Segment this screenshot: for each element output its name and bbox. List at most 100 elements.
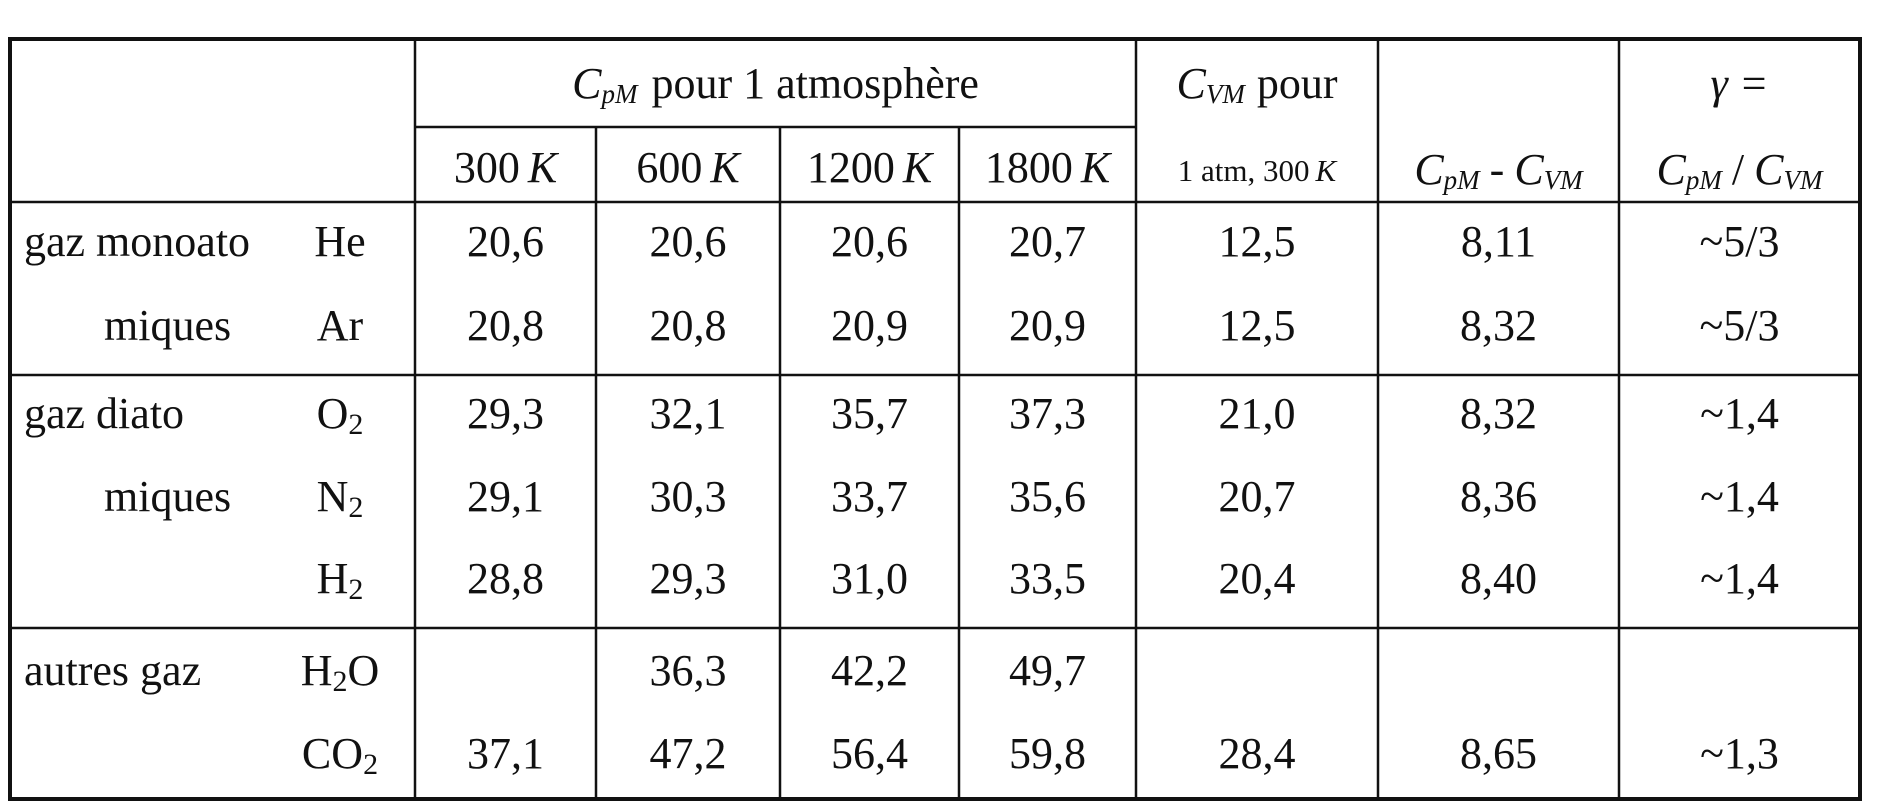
text-part: He: [314, 217, 365, 266]
gas-formula: Ar: [317, 301, 364, 350]
text-part: K: [709, 143, 742, 192]
text-part: 28,4: [1219, 729, 1296, 778]
cell-value: 35,7: [831, 389, 908, 438]
gas-formula: CO2: [302, 729, 378, 781]
text-part: VM: [1783, 165, 1823, 195]
text-part: pM: [599, 79, 639, 109]
text-part: 35,7: [831, 389, 908, 438]
text-part: ~1,4: [1700, 554, 1779, 603]
gas-formula: He: [314, 217, 365, 266]
text-part: 29,3: [650, 554, 727, 603]
header-temperature: 300 K: [454, 143, 560, 192]
text-part: K: [1080, 143, 1113, 192]
text-part: VM: [1206, 79, 1246, 109]
cell-value: 20,8: [467, 301, 544, 350]
gas-formula: H2O: [301, 646, 380, 698]
cell-value: 32,1: [650, 389, 727, 438]
cell-value: 29,1: [467, 472, 544, 521]
text-part: O: [331, 729, 363, 778]
cell-value: 20,9: [831, 301, 908, 350]
text-part: ~1,4: [1700, 389, 1779, 438]
cell-value: ~1,3: [1700, 729, 1779, 778]
cell-value: ~5/3: [1699, 301, 1779, 350]
text-part: 33,5: [1009, 554, 1086, 603]
text-part: 37,3: [1009, 389, 1086, 438]
cell-value: 56,4: [831, 729, 908, 778]
header-cp: CpM pour 1 atmosphère: [572, 59, 979, 109]
text-part: ~1,4: [1700, 472, 1779, 521]
text-part: C: [1754, 145, 1784, 194]
text-part: 8,32: [1460, 389, 1537, 438]
cell-value: 8,65: [1460, 729, 1537, 778]
text-part: 8,32: [1460, 301, 1537, 350]
text-part: 36,3: [650, 646, 727, 695]
text-part: 8,65: [1460, 729, 1537, 778]
text-part: K: [527, 143, 560, 192]
cell-value: 37,3: [1009, 389, 1086, 438]
cell-value: 28,4: [1219, 729, 1296, 778]
text-part: 20,6: [650, 217, 727, 266]
text-part: ~1,3: [1700, 729, 1779, 778]
text-part: γ =: [1710, 59, 1768, 108]
text-part: 8,40: [1460, 554, 1537, 603]
text-part: 33,7: [831, 472, 908, 521]
text-part: 2: [333, 665, 348, 698]
text-part: 2: [348, 573, 363, 606]
text-part: O: [348, 646, 380, 695]
text-part: autres gaz: [24, 646, 201, 695]
cell-value: 47,2: [650, 729, 727, 778]
header-gamma: γ =: [1710, 59, 1768, 108]
group-label: miques: [104, 301, 231, 350]
table-border: [8, 37, 1862, 801]
text-part: ~5/3: [1699, 217, 1779, 266]
text-part: 20,9: [831, 301, 908, 350]
cell-value: 35,6: [1009, 472, 1086, 521]
cell-value: 36,3: [650, 646, 727, 695]
text-part: H: [317, 554, 349, 603]
text-part: 42,2: [831, 646, 908, 695]
cell-value: 20,6: [831, 217, 908, 266]
text-part: 30,3: [650, 472, 727, 521]
cell-value: 33,7: [831, 472, 908, 521]
cell-value: 20,4: [1219, 554, 1296, 603]
text-part: pour 1 atmosphère: [651, 59, 978, 108]
text-part: 1 atm, 300: [1178, 153, 1310, 188]
cell-value: 30,3: [650, 472, 727, 521]
cell-value: 31,0: [831, 554, 908, 603]
cell-value: ~1,4: [1700, 472, 1779, 521]
text-part: 28,8: [467, 554, 544, 603]
text-part: 8,11: [1461, 217, 1536, 266]
cell-value: 28,8: [467, 554, 544, 603]
cell-value: 20,6: [467, 217, 544, 266]
text-part: K: [1315, 153, 1339, 188]
cell-value: 8,32: [1460, 389, 1537, 438]
cell-value: 8,32: [1460, 301, 1537, 350]
cell-value: 8,40: [1460, 554, 1537, 603]
cell-value: 20,9: [1009, 301, 1086, 350]
text-part: 21,0: [1219, 389, 1296, 438]
text-part: C: [1657, 145, 1687, 194]
header-gamma-ratio: CpM / CVM: [1657, 145, 1824, 195]
text-part: pM: [1684, 165, 1724, 195]
text-part: gaz monoato: [24, 217, 250, 266]
header-temperature: 1800 K: [985, 143, 1113, 192]
text-part: 2: [348, 408, 363, 441]
text-part: O: [317, 389, 349, 438]
text-part: 29,1: [467, 472, 544, 521]
cell-value: 21,0: [1219, 389, 1296, 438]
text-part: 300: [454, 143, 520, 192]
cell-value: 42,2: [831, 646, 908, 695]
text-part: ~5/3: [1699, 301, 1779, 350]
text-part: 59,8: [1009, 729, 1086, 778]
text-part: C: [572, 59, 602, 108]
header-cv-line2: 1 atm, 300 K: [1178, 153, 1339, 188]
gas-formula: N2: [317, 472, 364, 524]
text-part: 1200: [807, 143, 895, 192]
text-part: K: [902, 143, 935, 192]
group-label: gaz diato: [24, 389, 184, 438]
text-part: -: [1490, 145, 1505, 194]
text-part: 49,7: [1009, 646, 1086, 695]
text-part: pour: [1257, 59, 1338, 108]
text-part: miques: [104, 472, 231, 521]
text-part: /: [1732, 145, 1745, 194]
